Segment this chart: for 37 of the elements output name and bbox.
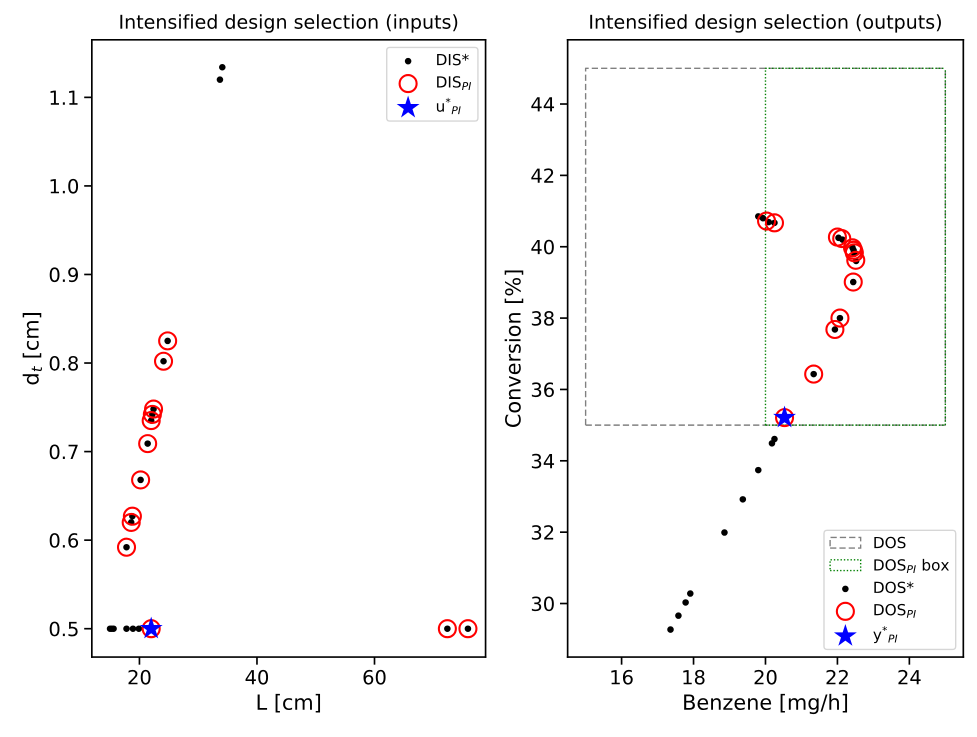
y-tick-label: 44 xyxy=(531,97,554,112)
y-tick-label: 0.7 xyxy=(50,444,78,460)
y-axis-title: d$_{t}$ [cm] xyxy=(22,313,42,384)
x-tick-label: 20 xyxy=(128,670,151,685)
y-tick-label: 0.9 xyxy=(50,267,78,282)
legend-label: DOS$_{PI}$ xyxy=(874,604,916,618)
y-tick-label: 36 xyxy=(532,382,554,398)
y-tick-label: 1.0 xyxy=(50,178,78,194)
y-tick-label: 30 xyxy=(532,596,554,612)
y-tick-label: 0.5 xyxy=(50,622,78,636)
legend-label: DOS xyxy=(874,536,906,548)
y-tick-label: 0.6 xyxy=(50,533,78,548)
legend-label: DOS* xyxy=(874,582,914,594)
y-tick-label: 38 xyxy=(532,311,554,326)
legend-label: y$^{*}$$_{PI}$ xyxy=(873,626,898,644)
y-tick-label: 40 xyxy=(531,240,554,254)
x-axis-title: Benzene [mg/h] xyxy=(684,694,848,714)
legend-label: DIS* xyxy=(437,54,469,66)
y-axis-title: Conversion [%] xyxy=(504,270,524,427)
y-tick-label: 32 xyxy=(532,525,554,540)
y-tick-label: 34 xyxy=(532,454,554,468)
x-tick-label: 60 xyxy=(363,670,386,685)
legend-label: DIS$_{PI}$ xyxy=(437,76,472,90)
x-tick-label: 24 xyxy=(898,670,921,684)
legend-label: DOS$_{PI}$ box xyxy=(874,558,949,574)
chart-title: Intensified design selection (inputs) xyxy=(120,14,458,33)
x-axis-title: L [cm] xyxy=(258,694,320,712)
x-tick-label: 40 xyxy=(246,670,268,685)
x-tick-label: 20 xyxy=(754,670,777,685)
x-tick-label: 22 xyxy=(826,670,848,684)
y-tick-label: 1.1 xyxy=(50,90,78,105)
y-tick-label: 42 xyxy=(531,168,554,183)
chart-title: Intensified design selection (outputs) xyxy=(590,14,941,33)
x-tick-label: 18 xyxy=(683,670,705,685)
legend-label: u$^{*}$$_{PI}$ xyxy=(436,98,461,114)
y-tick-label: 0.8 xyxy=(50,356,78,371)
x-tick-label: 16 xyxy=(611,670,633,685)
